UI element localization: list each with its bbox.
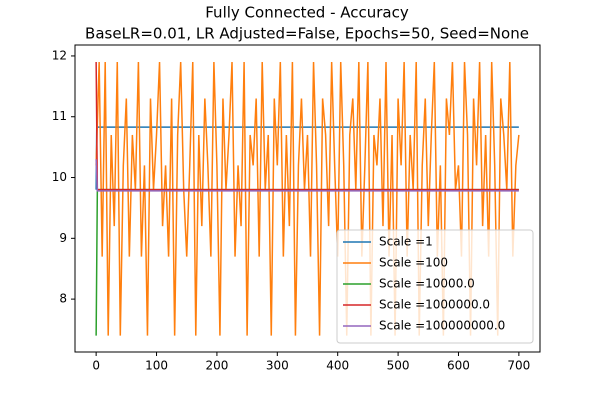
x-tick-label: 200 xyxy=(205,359,228,373)
legend: Scale =1 Scale =100 Scale =10000.0 Scale =1… xyxy=(336,229,534,344)
plot-area xyxy=(95,61,520,336)
x-tick-label: 0 xyxy=(92,359,100,373)
y-tick-label: 12 xyxy=(52,48,67,62)
x-tick-label: 300 xyxy=(266,359,289,373)
x-tick-label: 700 xyxy=(507,359,530,373)
legend-label: Scale =10000.0 xyxy=(379,277,475,291)
series-line xyxy=(95,159,519,192)
x-tick-label: 600 xyxy=(447,359,470,373)
chart-title: Fully Connected - Accuracy xyxy=(205,4,409,22)
x-tick-label: 100 xyxy=(145,359,168,373)
x-tick-label: 500 xyxy=(387,359,410,373)
legend-label: Scale =1 xyxy=(379,235,433,249)
chart-subtitle: BaseLR=0.01, LR Adjusted=False, Epochs=5… xyxy=(85,25,529,43)
y-tick-label: 8 xyxy=(59,292,67,306)
legend-label: Scale =100000000.0 xyxy=(379,319,505,333)
legend-label: Scale =1000000.0 xyxy=(379,298,490,312)
y-tick-label: 11 xyxy=(52,109,67,123)
legend-label: Scale =100 xyxy=(379,256,448,270)
axes-frame xyxy=(74,44,541,353)
series-line xyxy=(95,61,520,336)
x-tick-label: 400 xyxy=(326,359,349,373)
y-tick-label: 9 xyxy=(59,231,67,245)
y-tick-label: 10 xyxy=(52,170,67,184)
legend-box xyxy=(336,229,534,344)
